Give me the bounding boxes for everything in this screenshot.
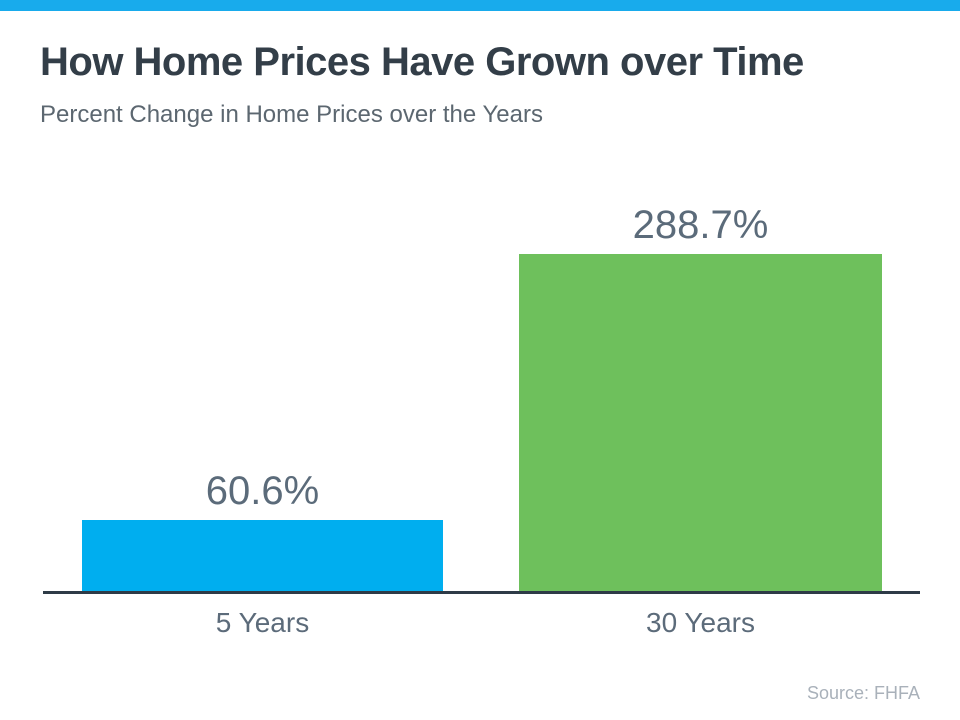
x-axis-line <box>43 591 920 594</box>
category-label-30-years: 30 Years <box>646 607 755 638</box>
bar-chart: 60.6% 288.7% <box>43 180 920 594</box>
bar-group-5-years: 60.6% <box>82 469 443 591</box>
category-label-5-years: 5 Years <box>215 607 310 638</box>
bar-30-years <box>519 254 882 591</box>
bar-5-years <box>82 520 443 591</box>
page-title: How Home Prices Have Grown over Time <box>40 40 804 84</box>
source-note: Source: FHFA <box>806 683 920 703</box>
value-label-30-years: 288.7% <box>632 203 769 247</box>
bar-group-30-years: 288.7% <box>519 203 882 591</box>
page-subtitle: Percent Change in Home Prices over the Y… <box>40 101 543 128</box>
value-label-5-years: 60.6% <box>205 469 320 513</box>
top-accent-bar <box>0 0 960 11</box>
x-axis-labels: 5 Years 30 Years <box>43 606 920 642</box>
